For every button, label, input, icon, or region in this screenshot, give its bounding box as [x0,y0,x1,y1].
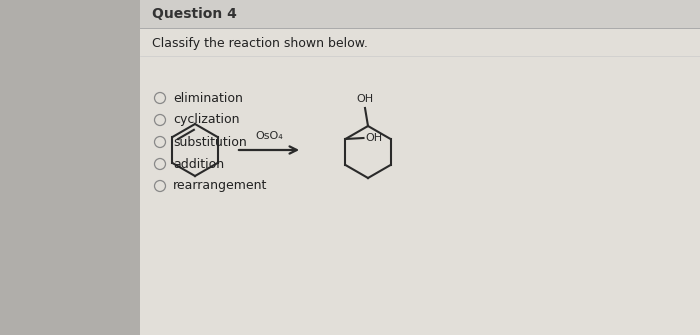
Text: OH: OH [365,133,383,143]
Text: addition: addition [173,157,224,171]
Text: elimination: elimination [173,91,243,105]
Text: Classify the reaction shown below.: Classify the reaction shown below. [152,38,368,51]
Text: substitution: substitution [173,135,246,148]
Text: Question 4: Question 4 [152,7,237,21]
Text: rearrangement: rearrangement [173,180,267,193]
Text: cyclization: cyclization [173,114,239,127]
FancyBboxPatch shape [140,0,700,28]
Text: OH: OH [356,94,374,104]
Text: OsO₄: OsO₄ [255,131,283,141]
FancyBboxPatch shape [140,0,700,335]
